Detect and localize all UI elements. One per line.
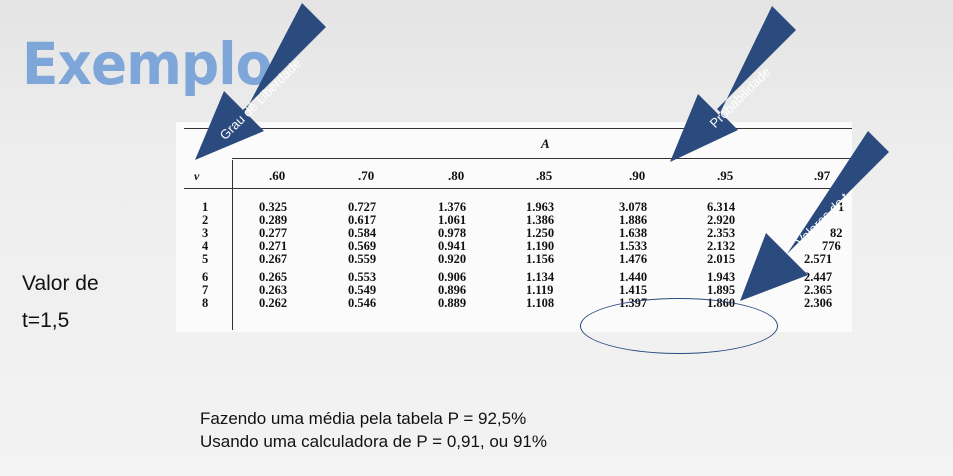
- table-cell: 82: [830, 226, 843, 240]
- table-cell: 1.963: [526, 200, 555, 214]
- table-cell: 1.638: [619, 226, 648, 240]
- table-column-header: .85: [536, 168, 553, 183]
- table-cell: 2.015: [707, 252, 736, 266]
- table-cell: 2.132: [707, 239, 736, 253]
- table-cell: 0.289: [259, 213, 288, 227]
- highlight-ellipse: [580, 298, 778, 354]
- table-cell: 0.271: [259, 239, 288, 253]
- table-cell: 1.376: [438, 200, 467, 214]
- side-label-line1: Valor de: [22, 272, 99, 295]
- table-cell: 0.546: [348, 296, 377, 310]
- table-column-header: .90: [629, 168, 646, 183]
- table-cell: 0.920: [438, 252, 467, 266]
- table-row-number: 4: [202, 239, 209, 253]
- table-cell: 0.325: [259, 200, 288, 214]
- table-column-header: .97: [814, 168, 831, 183]
- table-cell: 1: [838, 200, 845, 214]
- table-cell: 0.978: [438, 226, 467, 240]
- table-cell: 0.553: [348, 270, 377, 284]
- table-column-header: .70: [358, 168, 375, 183]
- arrow-valores: [740, 131, 889, 301]
- table-cell: 0.906: [438, 270, 467, 284]
- table-cell: 1.108: [526, 296, 555, 310]
- table-cell: 776: [822, 239, 841, 253]
- table-cell: 1.886: [619, 213, 648, 227]
- side-label-line2: t=1,5: [22, 309, 70, 332]
- table-cell: 1.250: [526, 226, 555, 240]
- table-cell: 1.386: [526, 213, 555, 227]
- table-header-symbol: A: [541, 136, 550, 151]
- table-cell: 1.119: [526, 283, 554, 297]
- table-cell: 0.277: [259, 226, 288, 240]
- table-cell: 0.569: [348, 239, 377, 253]
- arrow-liberdade: [195, 3, 326, 160]
- table-cell: 0.941: [438, 239, 467, 253]
- table-row-number: 6: [202, 270, 209, 284]
- table-cell: 1.134: [526, 270, 555, 284]
- table-cell: 1.440: [619, 270, 648, 284]
- table-cell: 3.078: [619, 200, 648, 214]
- table-cell: 0.727: [348, 200, 377, 214]
- table-row-header: ν: [194, 169, 200, 183]
- table-cell: 0.262: [259, 296, 288, 310]
- table-cell: 0.267: [259, 252, 288, 266]
- table-cell: 1.415: [619, 283, 648, 297]
- table-cell: 0.584: [348, 226, 377, 240]
- table-vertical-rule: [232, 160, 233, 330]
- table-column-header: .95: [717, 168, 734, 183]
- table-row-number: 7: [202, 283, 209, 297]
- table-cell: 1.061: [438, 213, 467, 227]
- table-cell: 2.447: [804, 270, 833, 284]
- table-column-header: .80: [448, 168, 465, 183]
- table-row-number: 1: [202, 200, 209, 214]
- table-row-number: 8: [202, 296, 209, 310]
- table-cell: 6.314: [707, 200, 736, 214]
- table-cell: 1.895: [707, 283, 736, 297]
- table-cell: 0.559: [348, 252, 377, 266]
- slide-title: Exemplo: [22, 30, 272, 98]
- table-cell: 0.549: [348, 283, 377, 297]
- table-row-number: 3: [202, 226, 209, 240]
- table-cell: 0.889: [438, 296, 467, 310]
- table-cell: 1.533: [619, 239, 648, 253]
- table-cell: 2.571: [804, 252, 833, 266]
- table-cell: 0.617: [348, 213, 377, 227]
- t-distribution-table: A ν .60 .70 .80 .85 .90 .95 .97 1 0.325 0.727 1.37…: [176, 122, 852, 332]
- table-cell: 2.365: [804, 283, 833, 297]
- table-cell: 2.306: [804, 296, 833, 310]
- caption-line2: Usando uma calculadora de P = 0,91, ou 9…: [200, 432, 548, 451]
- table-cell: 1.190: [526, 239, 555, 253]
- table-cell: 1.476: [619, 252, 648, 266]
- table-cell: 2.920: [707, 213, 736, 227]
- table-column-header: .60: [269, 168, 286, 183]
- table-header-rule: [232, 158, 852, 159]
- table-cell: 2.353: [707, 226, 736, 240]
- table-row-number: 2: [202, 213, 209, 227]
- table-column-rule: [184, 188, 852, 189]
- table-cell: 0.263: [259, 283, 288, 297]
- table-cell: 0.896: [438, 283, 467, 297]
- table-cell: 1.943: [707, 270, 736, 284]
- caption-line1: Fazendo uma média pela tabela P = 92,5%: [200, 409, 527, 428]
- table-cell: 0.265: [259, 270, 288, 284]
- table-row-number: 5: [202, 252, 209, 266]
- table-top-rule: [184, 128, 852, 129]
- table-cell: 1.156: [526, 252, 555, 266]
- arrow-probabilidade: [670, 6, 796, 162]
